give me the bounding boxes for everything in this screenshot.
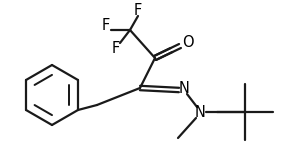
Text: N: N <box>194 105 206 120</box>
Text: O: O <box>182 35 194 49</box>
Text: F: F <box>134 2 142 17</box>
Text: F: F <box>112 41 120 55</box>
Text: N: N <box>179 81 190 95</box>
Text: F: F <box>102 17 110 33</box>
